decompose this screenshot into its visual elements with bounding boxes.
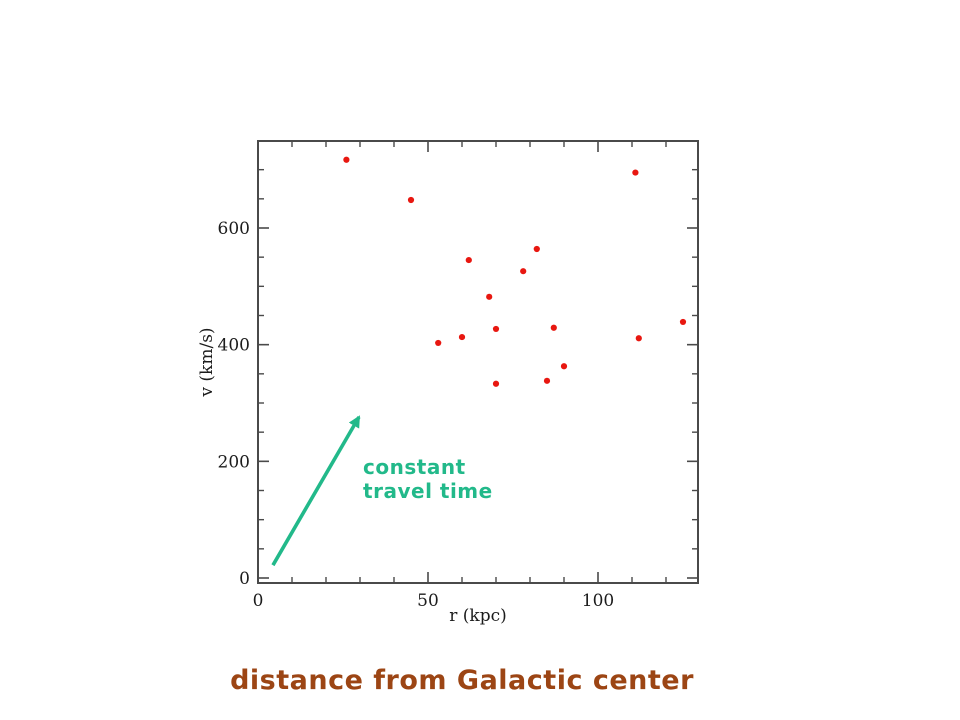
data-point <box>407 196 415 204</box>
x-axis-tick-label: 50 <box>417 591 439 611</box>
data-point <box>458 333 466 341</box>
data-point <box>543 377 551 384</box>
x-axis-tick-label: 100 <box>582 591 614 611</box>
data-point <box>435 339 442 347</box>
y-axis-tick-label: 0 <box>239 569 250 589</box>
y-axis-tick-label: 200 <box>218 452 250 472</box>
caption-distance-from-galactic-center: distance from Galactic center <box>230 665 694 696</box>
data-point <box>343 156 350 163</box>
data-point <box>492 380 500 387</box>
plot-frame <box>257 140 699 584</box>
data-point <box>465 256 472 264</box>
annotation-constant-travel-time: constant <box>363 455 466 479</box>
scatter-plot: 0 50 100 0 200 400 600 r (kpc) v (km/s) constantt… <box>197 140 699 626</box>
x-axis-tick-label: 0 <box>253 591 264 611</box>
data-point <box>632 169 639 176</box>
data-point <box>520 268 527 275</box>
y-axis-tick-label: 400 <box>218 336 250 356</box>
data-point <box>560 363 568 370</box>
x-axis-label: r (kpc) <box>449 606 507 626</box>
y-axis-label: v (km/s) <box>197 327 217 397</box>
data-point <box>492 325 500 333</box>
constant-travel-time-arrow <box>271 415 361 567</box>
data-point <box>533 245 540 253</box>
data-point <box>486 293 493 300</box>
data-point <box>635 335 642 342</box>
data-point <box>679 318 687 326</box>
data-point <box>550 324 557 331</box>
annotation-constant-travel-time: travel time <box>363 479 493 503</box>
y-axis-tick-label: 600 <box>218 219 250 239</box>
